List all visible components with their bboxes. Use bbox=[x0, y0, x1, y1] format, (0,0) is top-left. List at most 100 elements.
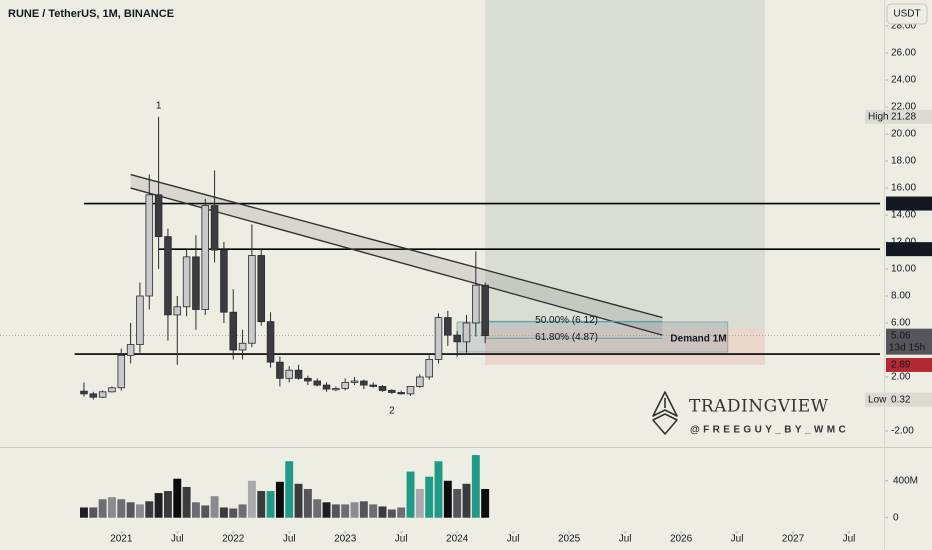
volume-pane bbox=[80, 455, 490, 518]
candle-body bbox=[462, 322, 471, 343]
chart-title: RUNE / TetherUS, 1M, BINANCE bbox=[8, 8, 174, 20]
currency-button[interactable] bbox=[886, 3, 928, 25]
low-marker-value: 0.32 bbox=[891, 394, 911, 405]
candle-body bbox=[173, 306, 182, 316]
candle-body bbox=[276, 361, 284, 379]
volume-bar bbox=[98, 499, 107, 518]
volume-bar bbox=[238, 504, 247, 518]
volume-bar bbox=[210, 496, 219, 518]
volume-bar bbox=[341, 504, 350, 518]
x-tick-label: 2022 bbox=[222, 534, 245, 545]
candle-body bbox=[136, 295, 144, 345]
volume-bar bbox=[397, 507, 406, 518]
y-tick-label: 22.00 bbox=[891, 102, 916, 113]
volume-bar bbox=[294, 483, 303, 518]
candle-body bbox=[108, 387, 116, 393]
volume-bar bbox=[378, 506, 387, 518]
wave-label: 1 bbox=[156, 100, 162, 111]
y-tick-label: 20.00 bbox=[891, 129, 916, 140]
x-tick-label: 2024 bbox=[446, 534, 469, 545]
wave-label: 2 bbox=[389, 405, 395, 416]
volume-bar bbox=[425, 476, 434, 518]
x-tick-label: Jul bbox=[619, 534, 632, 545]
axes: 28.0026.0024.0022.0020.0018.0016.0014.00… bbox=[110, 21, 932, 545]
candle-body bbox=[220, 249, 228, 313]
trend-line bbox=[130, 187, 663, 336]
channel-fill bbox=[130, 174, 663, 336]
volume-bar bbox=[229, 508, 238, 518]
candle-body bbox=[304, 377, 312, 382]
candle-body bbox=[238, 342, 247, 351]
candle-body bbox=[117, 354, 126, 389]
y-tick-label: 14.00 bbox=[891, 210, 916, 221]
stop-badge bbox=[886, 357, 932, 372]
candle-body bbox=[154, 194, 163, 238]
candle-body bbox=[444, 317, 452, 336]
candle-body bbox=[332, 388, 340, 391]
last-price-badge bbox=[886, 328, 932, 355]
low-marker-label: Low bbox=[868, 394, 887, 405]
candle-body bbox=[453, 334, 461, 343]
x-tick-label: Jul bbox=[283, 534, 296, 545]
candle-body bbox=[397, 392, 405, 395]
volume-tick-label: 400M bbox=[893, 475, 918, 486]
x-tick-label: 2027 bbox=[782, 534, 805, 545]
volume-bar bbox=[406, 471, 415, 518]
volume-bar bbox=[173, 478, 182, 518]
volume-bar bbox=[182, 486, 191, 518]
candle-body bbox=[341, 381, 349, 389]
volume-bar bbox=[117, 499, 126, 518]
y-tick-label: 26.00 bbox=[891, 48, 916, 59]
candle-body bbox=[425, 359, 433, 378]
currency-label[interactable]: USDT bbox=[893, 9, 920, 20]
candle-body bbox=[98, 391, 107, 398]
candle-body bbox=[434, 317, 443, 360]
volume-bar bbox=[219, 507, 228, 518]
volume-bar bbox=[80, 507, 88, 518]
price-pane: 50.00% (6.12) 61.80% (4.87) Demand 1M 1 2 bbox=[0, 0, 880, 416]
volume-bar bbox=[359, 501, 368, 518]
y-tick-label: 8.00 bbox=[891, 291, 911, 302]
volume-tick-label: 0 bbox=[893, 512, 899, 523]
volume-bar bbox=[285, 461, 294, 518]
volume-bar bbox=[135, 504, 144, 518]
volume-bar bbox=[154, 493, 163, 518]
y-tick-label: -2.00 bbox=[891, 426, 914, 437]
volume-bar bbox=[462, 483, 471, 518]
candle-body bbox=[285, 369, 293, 379]
y-tick-label: 28.00 bbox=[891, 21, 916, 32]
volume-bar bbox=[434, 461, 443, 518]
candle-body bbox=[378, 386, 387, 391]
last-price-badge-text: 5.06 bbox=[891, 330, 911, 341]
fib-label: 50.00% (6.12) bbox=[535, 315, 598, 326]
level-badge bbox=[886, 242, 932, 257]
candle-body bbox=[369, 384, 377, 387]
candle-body bbox=[229, 311, 238, 351]
volume-bar bbox=[313, 499, 322, 518]
candle-body bbox=[472, 284, 480, 324]
high-marker-label: High bbox=[868, 111, 889, 122]
candle-body bbox=[294, 369, 303, 379]
demand-label: Demand 1M bbox=[670, 334, 726, 345]
y-tick-label: 12.00 bbox=[891, 237, 916, 248]
candle-body bbox=[126, 344, 135, 356]
candle-body bbox=[89, 393, 98, 398]
x-tick-label: 2021 bbox=[110, 534, 133, 545]
candle-body bbox=[481, 284, 489, 337]
volume-bar bbox=[322, 502, 331, 518]
level-badge-text: 11.47 bbox=[891, 244, 916, 255]
candle-body bbox=[322, 384, 331, 390]
volume-bar bbox=[481, 488, 490, 518]
high-marker bbox=[865, 109, 932, 124]
trend-line bbox=[130, 173, 663, 319]
level-badge bbox=[886, 196, 932, 211]
x-tick-label: 2026 bbox=[670, 534, 693, 545]
volume-bar bbox=[275, 481, 284, 518]
y-tick-label: 24.00 bbox=[891, 75, 916, 86]
last-price-badge-countdown: 13d 15h bbox=[889, 342, 925, 353]
x-tick-label: Jul bbox=[843, 534, 856, 545]
volume-bar bbox=[453, 488, 462, 518]
candle-body bbox=[248, 255, 256, 344]
